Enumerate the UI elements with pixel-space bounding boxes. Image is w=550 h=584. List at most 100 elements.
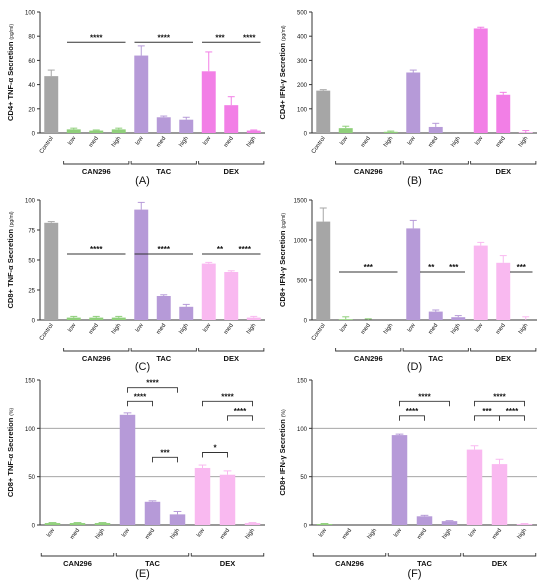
bar	[69, 523, 86, 525]
bar	[224, 105, 239, 133]
significance-bracket	[474, 415, 500, 421]
y-axis-label-text: CD8+ TNF-α Secretion	[6, 229, 15, 309]
y-tick-label: 0	[32, 132, 36, 138]
category-label: med	[495, 323, 507, 336]
bar	[201, 71, 216, 133]
y-tick-label: 1000	[294, 239, 308, 245]
bar	[134, 209, 149, 320]
group-label: TAC	[428, 354, 443, 363]
bar	[338, 128, 353, 133]
y-axis-label-text: CD8+ TNF-α Secretion	[6, 417, 15, 497]
significance-bracket	[152, 456, 178, 463]
bar	[391, 435, 408, 525]
y-tick-label: 150	[25, 379, 36, 385]
significance-label: ***	[449, 263, 459, 272]
category-label: low	[407, 322, 417, 333]
category-label: low	[67, 322, 77, 333]
significance-bracket	[127, 387, 178, 393]
chart-panel-6: 0 50 100 150 CD8+ IFN-γ Secretion (%) low med hi…	[278, 379, 537, 580]
group-label: TAC	[145, 559, 160, 568]
bar	[338, 319, 353, 320]
bar	[224, 272, 239, 320]
significance-label: ****	[146, 379, 159, 388]
category-label: med	[156, 323, 168, 336]
bar	[219, 474, 236, 525]
significance-bracket	[227, 415, 253, 421]
bar	[89, 317, 104, 320]
y-tick-label: 500	[297, 279, 308, 285]
group-bracket	[387, 553, 462, 557]
significance-bracket	[127, 400, 153, 407]
category-label: med	[492, 528, 504, 541]
group-bracket	[470, 161, 537, 165]
group-label: TAC	[156, 354, 171, 363]
group-bracket	[40, 553, 115, 557]
category-label: med	[428, 136, 440, 149]
significance-label: ****	[243, 33, 256, 42]
bar	[89, 130, 104, 133]
group-bracket	[198, 161, 265, 165]
group-bracket	[470, 348, 537, 352]
group-bracket	[63, 161, 130, 165]
bar	[44, 222, 59, 320]
group-bracket	[402, 348, 469, 352]
y-axis-label-text: CD4+ TNF-α Secretion	[6, 41, 15, 121]
panel-label: (D)	[407, 361, 422, 373]
y-tick-label: 300	[297, 59, 308, 65]
y-tick-label: 25	[28, 289, 35, 295]
group-bracket	[190, 553, 265, 557]
bar	[451, 317, 466, 320]
bar	[156, 117, 171, 133]
category-label: low	[202, 135, 212, 146]
bar	[473, 28, 488, 133]
y-tick-label: 100	[297, 427, 308, 433]
bar	[111, 129, 126, 133]
category-label: Control	[39, 136, 55, 155]
group-label: TAC	[417, 559, 432, 568]
group-label: DEX	[220, 559, 235, 568]
category-label: med	[428, 323, 440, 336]
y-tick-label: 20	[28, 107, 35, 113]
group-bracket	[115, 553, 190, 557]
category-label: med	[223, 323, 235, 336]
y-tick-label: 50	[28, 259, 35, 265]
category-label: high	[170, 528, 181, 541]
bar	[119, 414, 136, 525]
category-label: high	[450, 136, 461, 149]
y-tick-label: 60	[28, 59, 35, 65]
y-tick-label: 100	[297, 107, 308, 113]
category-label: high	[245, 528, 256, 541]
y-tick-label: 0	[304, 319, 308, 325]
category-label: med	[495, 136, 507, 149]
group-label: CAN296	[335, 559, 364, 568]
category-label: Control	[311, 136, 327, 155]
group-label: CAN296	[63, 559, 92, 568]
category-label: low	[196, 527, 206, 538]
category-label: high	[383, 136, 394, 149]
category-label: low	[121, 527, 131, 538]
significance-label: ***	[364, 263, 374, 272]
y-tick-label: 75	[28, 229, 35, 235]
group-label: DEX	[224, 354, 239, 363]
significance-label: **	[428, 263, 435, 272]
significance-label: ***	[517, 263, 527, 272]
significance-bracket	[399, 400, 450, 407]
bar	[246, 130, 261, 133]
y-axis-label: CD8+ TNF-α Secretion(%)	[6, 408, 15, 498]
panel-label: (C)	[135, 361, 150, 373]
group-bracket	[335, 348, 402, 352]
bar	[134, 55, 149, 134]
category-label: low	[202, 322, 212, 333]
group-label: CAN296	[354, 167, 383, 176]
group-label: CAN296	[82, 167, 111, 176]
panel-label: (F)	[407, 568, 421, 580]
bar	[179, 306, 194, 320]
bar	[516, 524, 533, 525]
significance-label: ****	[406, 407, 419, 416]
y-tick-label: 200	[297, 83, 308, 89]
significance-label: ****	[90, 33, 103, 42]
y-tick-label: 1500	[294, 199, 308, 205]
y-tick-label: 0	[304, 132, 308, 138]
